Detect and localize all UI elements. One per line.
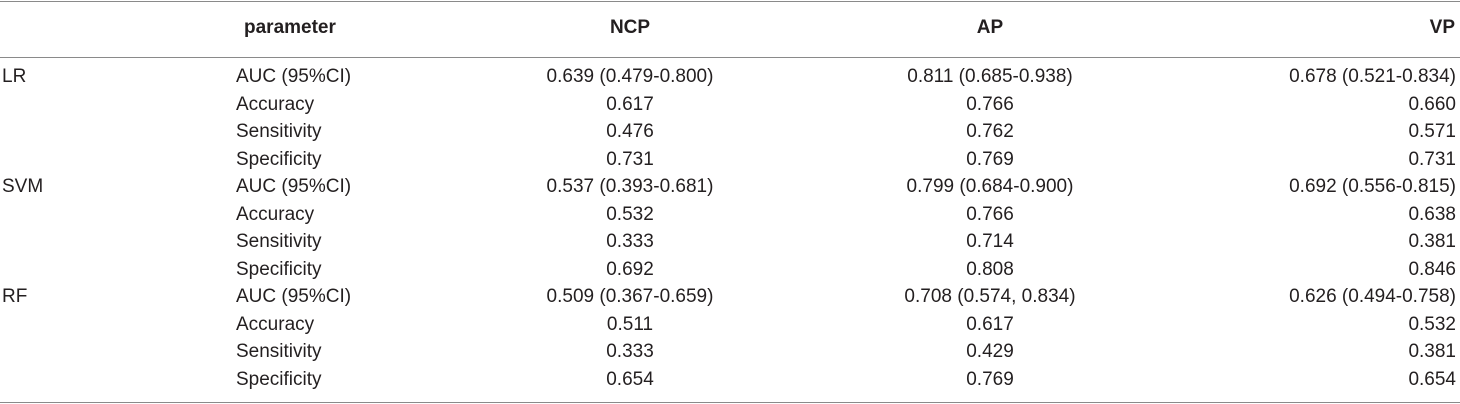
vp-cell: 0.381 [1408, 341, 1456, 362]
ap-cell: 0.811 (0.685-0.938) [907, 66, 1073, 87]
ap-cell: 0.429 [966, 341, 1014, 362]
table-row: LR AUC (95%CI) 0.639 (0.479-0.800) 0.811… [0, 63, 1460, 91]
parameter-cell: Sensitivity [236, 231, 322, 252]
header-vp: VP [1429, 17, 1455, 38]
ap-cell: 0.799 (0.684-0.900) [906, 176, 1074, 197]
vp-cell: 0.692 (0.556-0.815) [1289, 176, 1456, 197]
ap-cell: 0.769 [966, 368, 1014, 390]
ncp-cell: 0.731 [606, 148, 654, 170]
parameter-cell: Specificity [236, 368, 322, 390]
vp-cell: 0.638 [1408, 203, 1456, 225]
vp-cell: 0.731 [1408, 148, 1456, 170]
ap-cell: 0.808 [966, 258, 1014, 280]
vp-cell: 0.571 [1408, 121, 1456, 142]
ncp-cell: 0.333 [606, 341, 654, 362]
table-row: Sensitivity 0.333 0.429 0.381 [0, 338, 1460, 366]
ap-cell: 0.708 (0.574, 0.834) [904, 286, 1076, 307]
table-row: Sensitivity 0.333 0.714 0.381 [0, 228, 1460, 256]
ncp-cell: 0.333 [606, 231, 654, 252]
ncp-cell: 0.654 [606, 368, 654, 390]
table-row: Accuracy 0.617 0.766 0.660 [0, 91, 1460, 119]
header-ncp: NCP [609, 17, 651, 38]
ncp-cell: 0.509 (0.367-0.659) [546, 286, 714, 307]
table-row: Specificity 0.654 0.769 0.654 [0, 366, 1460, 394]
parameter-cell: AUC (95%CI) [236, 286, 352, 307]
ap-cell: 0.714 [966, 231, 1014, 252]
parameter-cell: Accuracy [236, 313, 315, 335]
header-ap: AP [976, 17, 1004, 38]
ap-cell: 0.617 [966, 313, 1014, 335]
table-row: RF AUC (95%CI) 0.509 (0.367-0.659) 0.708… [0, 283, 1460, 311]
vp-cell: 0.678 (0.521-0.834) [1289, 66, 1456, 87]
vp-cell: 0.654 [1408, 368, 1456, 390]
parameter-cell: Sensitivity [236, 341, 322, 362]
ap-cell: 0.766 [966, 203, 1014, 225]
ncp-cell: 0.532 [606, 203, 654, 225]
parameter-cell: Accuracy [236, 93, 315, 115]
table-header-row: parameter NCP AP VP [0, 14, 1460, 42]
parameter-cell: Sensitivity [236, 121, 322, 142]
vp-cell: 0.532 [1408, 313, 1456, 335]
ap-cell: 0.766 [966, 93, 1014, 115]
table-row: Specificity 0.692 0.808 0.846 [0, 256, 1460, 284]
parameter-cell: Accuracy [236, 203, 315, 225]
parameter-cell: Specificity [236, 258, 322, 280]
ncp-cell: 0.537 (0.393-0.681) [546, 176, 714, 197]
group-cell: SVM [2, 176, 44, 197]
table-top-rule [0, 1, 1460, 2]
table-row: SVM AUC (95%CI) 0.537 (0.393-0.681) 0.79… [0, 173, 1460, 201]
table-header-rule [0, 57, 1460, 58]
ncp-cell: 0.511 [606, 313, 654, 335]
group-cell: LR [2, 66, 27, 87]
ap-cell: 0.769 [966, 148, 1014, 170]
ap-cell: 0.762 [966, 121, 1014, 142]
parameter-cell: AUC (95%CI) [236, 176, 352, 197]
table-row: Specificity 0.731 0.769 0.731 [0, 146, 1460, 174]
group-cell: RF [2, 286, 28, 307]
ncp-cell: 0.476 [606, 121, 654, 142]
parameter-cell: Specificity [236, 148, 322, 170]
parameter-cell: AUC (95%CI) [236, 66, 352, 87]
vp-cell: 0.381 [1408, 231, 1456, 252]
header-parameter: parameter [244, 17, 336, 38]
ncp-cell: 0.617 [606, 93, 654, 115]
vp-cell: 0.846 [1408, 258, 1456, 280]
vp-cell: 0.660 [1408, 93, 1456, 115]
ncp-cell: 0.692 [606, 258, 654, 280]
table-bottom-rule [0, 402, 1460, 403]
ncp-cell: 0.639 (0.479-0.800) [546, 66, 714, 87]
table-row: Accuracy 0.511 0.617 0.532 [0, 311, 1460, 339]
table-row: Sensitivity 0.476 0.762 0.571 [0, 118, 1460, 146]
vp-cell: 0.626 (0.494-0.758) [1289, 286, 1456, 307]
table-row: Accuracy 0.532 0.766 0.638 [0, 201, 1460, 229]
